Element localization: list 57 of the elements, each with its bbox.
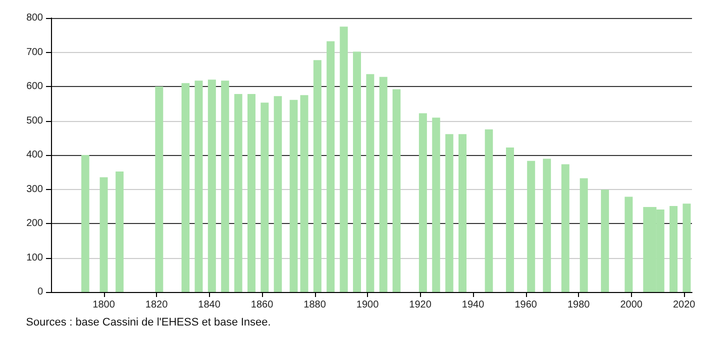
x-tick-label: 1940 [462,300,485,310]
x-tick-label: 1980 [567,300,590,310]
y-tick-label: 500 [26,115,44,126]
bar [458,134,467,292]
bar [392,89,401,292]
x-tick-label: 2020 [672,300,696,310]
bar [670,206,678,292]
bar [366,74,374,292]
bar [182,83,190,292]
bar [600,190,609,292]
bar [432,118,440,292]
y-tick-label: 800 [26,12,44,24]
bar [418,113,427,292]
bar [300,95,308,292]
bar [290,100,298,292]
y-tick-label: 0 [37,286,44,298]
bar [484,129,493,292]
bar [682,204,691,292]
bar [326,41,335,292]
bar [624,196,633,292]
source-note: Sources : base Cassini de l'EHESS et base Insee. [26,316,271,328]
x-tick-label: 1820 [145,300,168,310]
bar [234,94,242,292]
y-tick-label: 600 [26,81,44,92]
bar [221,80,230,292]
y-tick-label: 300 [26,184,44,195]
bar [561,164,570,292]
bar [155,86,164,292]
bar [208,80,216,292]
y-tick-label: 100 [26,252,44,264]
y-tick-label: 700 [26,46,44,58]
bar [274,96,282,292]
bar [340,26,348,292]
x-tick-label: 1800 [92,300,116,310]
bar [100,177,108,292]
x-tick-label: 1880 [304,300,326,310]
x-tick-label: 1960 [514,300,538,310]
bar [247,94,256,292]
bar [542,158,551,292]
bar [116,171,124,292]
bar [81,155,90,292]
x-tick-label: 2000 [620,300,643,310]
x-tick-label: 1900 [356,300,380,310]
bar [580,178,588,292]
bar [313,60,322,292]
x-tick-label: 1920 [409,300,432,310]
bar [194,80,203,292]
bar [527,160,536,292]
bar [506,147,514,292]
bar [379,76,388,292]
x-tick-label: 1860 [250,300,274,310]
bar [260,102,269,292]
y-tick-label: 400 [26,150,44,160]
x-tick-label: 1840 [198,300,221,310]
bar [352,52,361,292]
bar [445,134,454,292]
y-tick-label: 200 [26,218,44,229]
